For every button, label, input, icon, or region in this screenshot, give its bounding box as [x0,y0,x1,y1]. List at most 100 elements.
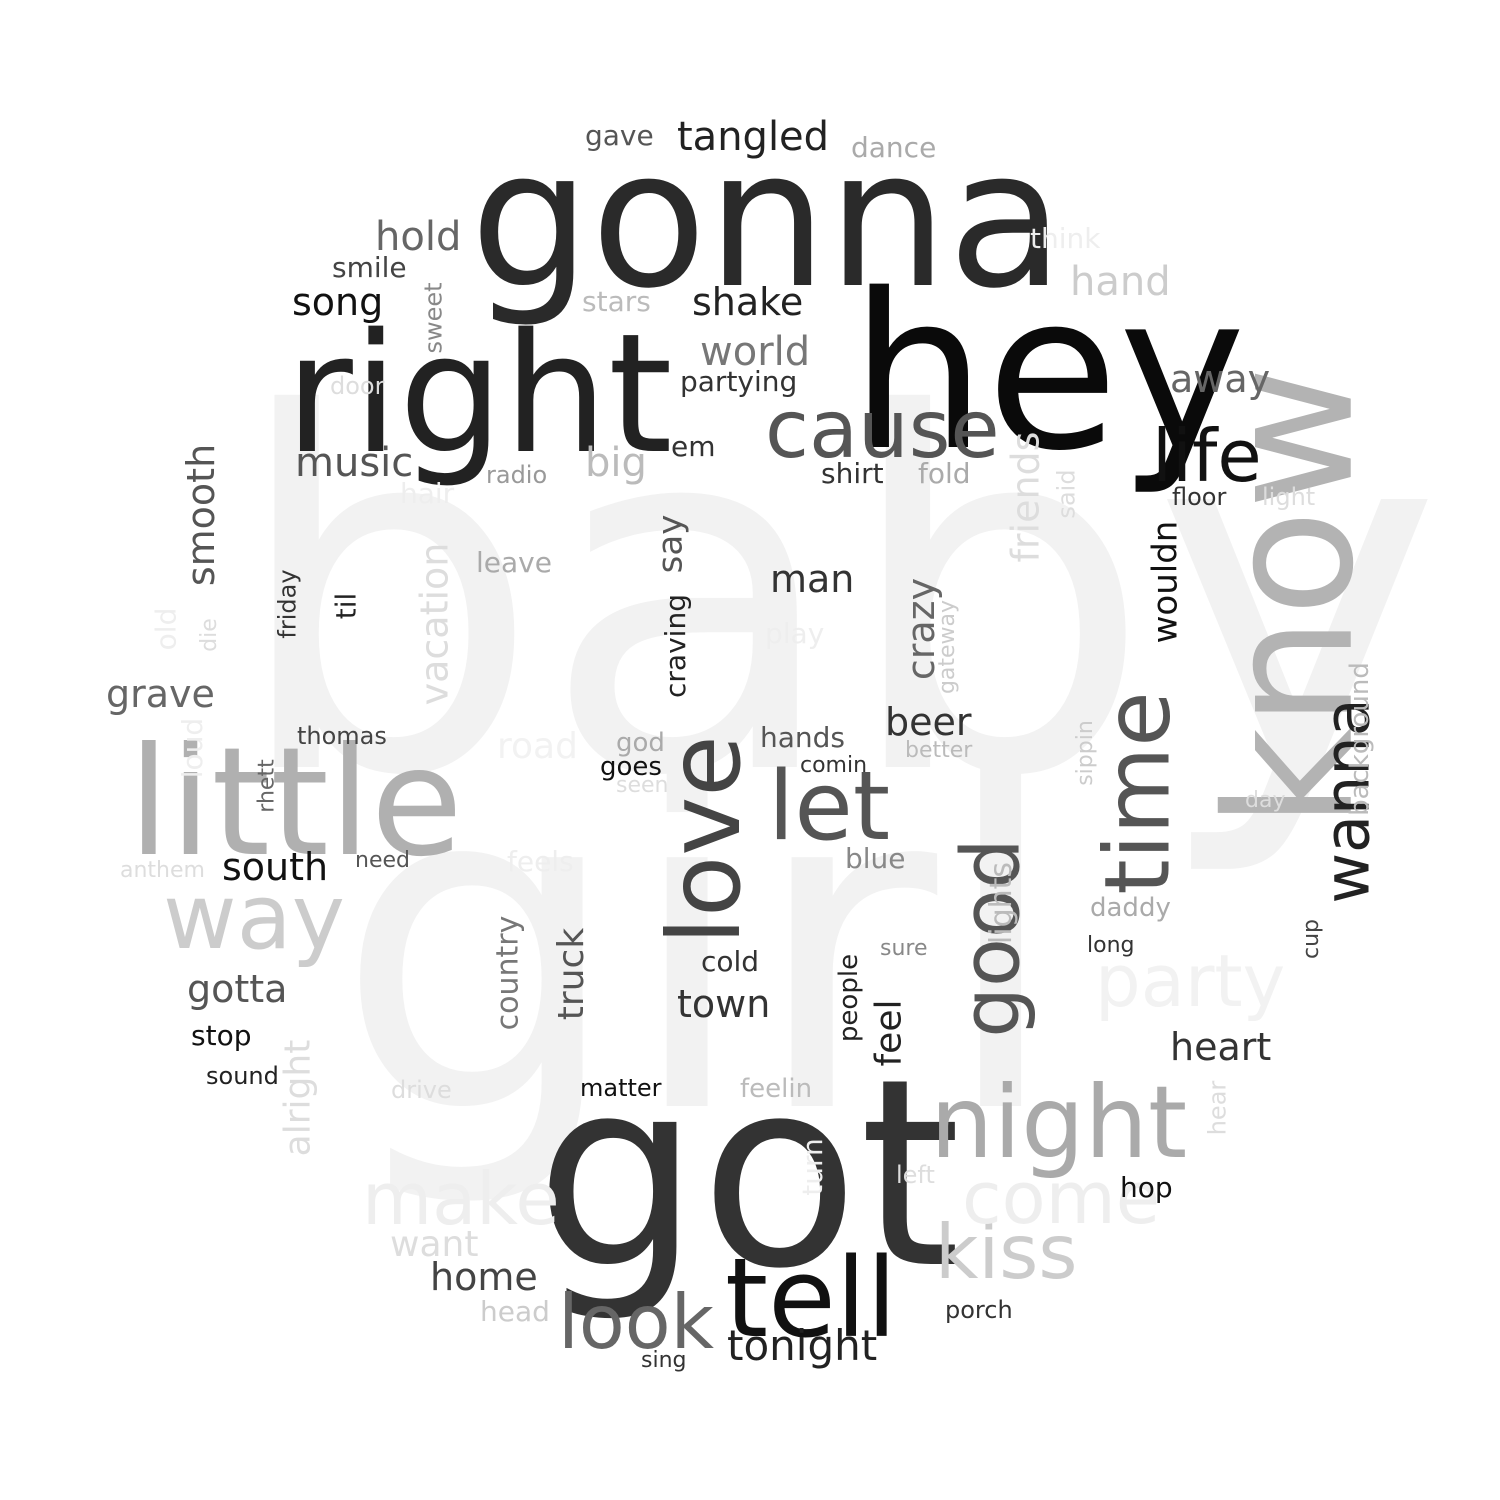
word-say: say [650,514,691,574]
word-come: come [962,1156,1161,1240]
word-country: country [490,915,526,1031]
word-right: right [285,298,673,490]
word-kiss: kiss [935,1208,1078,1296]
word-fold: fold [918,457,971,490]
word-people: people [834,953,865,1043]
word-goes: goes [600,752,662,782]
word-daddy: daddy [1090,893,1171,923]
word-need: need [355,848,410,873]
word-background: background [1344,662,1375,816]
word-til: til [329,592,363,620]
word-alright: alright [277,1039,319,1157]
word-hey: hey [850,247,1246,498]
word-beer: beer [885,700,972,744]
word-sound: sound [206,1062,279,1090]
word-radio: radio [486,461,548,489]
word-hair: hair [400,477,455,510]
word-stars: stars [582,285,651,318]
word-stop: stop [191,1019,252,1052]
word-door: door [330,372,385,400]
word-girl: girl [335,685,1064,1214]
word-said: said [1052,469,1081,519]
word-tell: tell [725,1234,897,1362]
word-gonna: gonna [470,109,1065,330]
word-sweet: sweet [419,282,448,354]
word-smile: smile [332,251,407,284]
word-die: die [196,618,222,652]
word-hand: hand [1070,259,1171,305]
word-make: make [362,1157,560,1241]
word-party: party [1095,939,1286,1023]
word-porch: porch [945,1296,1013,1324]
word-music: music [295,440,414,486]
word-tonight: tonight [727,1321,878,1370]
word-smooth: smooth [179,443,224,587]
word-truck: truck [551,927,593,1021]
word-tangled: tangled [677,114,830,160]
word-want: want [390,1224,479,1265]
word-friends: friends [1003,431,1048,563]
word-loud: loud [176,717,210,779]
word-song: song [292,280,384,324]
word-heart: heart [1170,1025,1272,1069]
word-sure: sure [880,936,928,961]
word-look: look [558,1278,715,1366]
word-blue: blue [845,842,906,875]
word-rhett: rhett [254,759,280,813]
word-south: south [222,845,329,889]
word-feels: feels [507,845,574,878]
word-light: light [1262,483,1316,511]
word-grave: grave [106,672,215,716]
word-leave: leave [476,546,552,579]
word-hop: hop [1120,1171,1173,1204]
word-world: world [700,329,811,375]
word-home: home [430,1255,538,1299]
word-think: think [1030,222,1101,255]
word-gave: gave [585,119,654,152]
word-matter: matter [580,1074,662,1102]
word-feel: feel [868,999,910,1067]
word-got: got [535,1024,962,1326]
word-sippin: sippin [1072,720,1098,786]
word-hands: hands [760,721,846,754]
word-hear: hear [1203,1080,1232,1136]
word-life: life [1152,414,1262,498]
word-road: road [497,726,578,767]
word-cause: cause [765,383,1000,476]
word-town: town [677,982,771,1026]
word-shake: shake [692,280,804,324]
word-time: time [1085,691,1191,895]
word-better: better [905,738,973,763]
word-turn: turn [795,1138,829,1196]
word-sing: sing [641,1348,687,1373]
word-seen: seen [616,773,669,798]
word-em: em [671,430,716,463]
word-dance: dance [851,131,937,164]
word-let: let [768,752,891,862]
word-big: big [585,440,647,486]
word-drive: drive [391,1076,452,1104]
word-night: night [930,1064,1188,1181]
word-shirt: shirt [821,457,884,490]
word-little: little [128,716,463,890]
word-feelin: feelin [740,1074,813,1104]
word-vacation: vacation [412,542,457,706]
word-cup: cup [1299,918,1325,960]
word-craving: craving [658,594,692,698]
word-love: love [645,735,763,945]
word-gateway: gateway [935,599,961,695]
word-cold: cold [701,945,760,978]
word-friday: friday [273,569,302,639]
word-anthem: anthem [120,858,205,883]
word-floor: floor [1172,483,1227,511]
word-baby: baby [230,312,1443,883]
word-hold: hold [375,214,462,260]
word-man: man [770,557,855,601]
word-thomas: thomas [297,722,387,750]
word-partying: partying [680,365,798,398]
word-wouldn: wouldn [1145,520,1186,644]
word-play: play [765,617,825,650]
word-away: away [1170,357,1271,401]
word-left: left [896,1161,935,1189]
